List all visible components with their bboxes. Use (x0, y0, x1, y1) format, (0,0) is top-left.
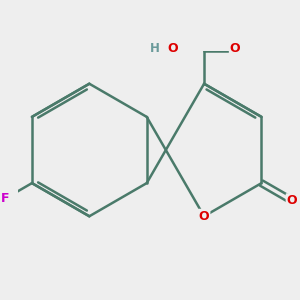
Text: F: F (1, 192, 9, 205)
Text: H: H (149, 42, 159, 55)
Text: O: O (168, 42, 178, 55)
Text: O: O (230, 42, 241, 55)
Text: O: O (199, 210, 209, 223)
Text: O: O (286, 194, 297, 207)
